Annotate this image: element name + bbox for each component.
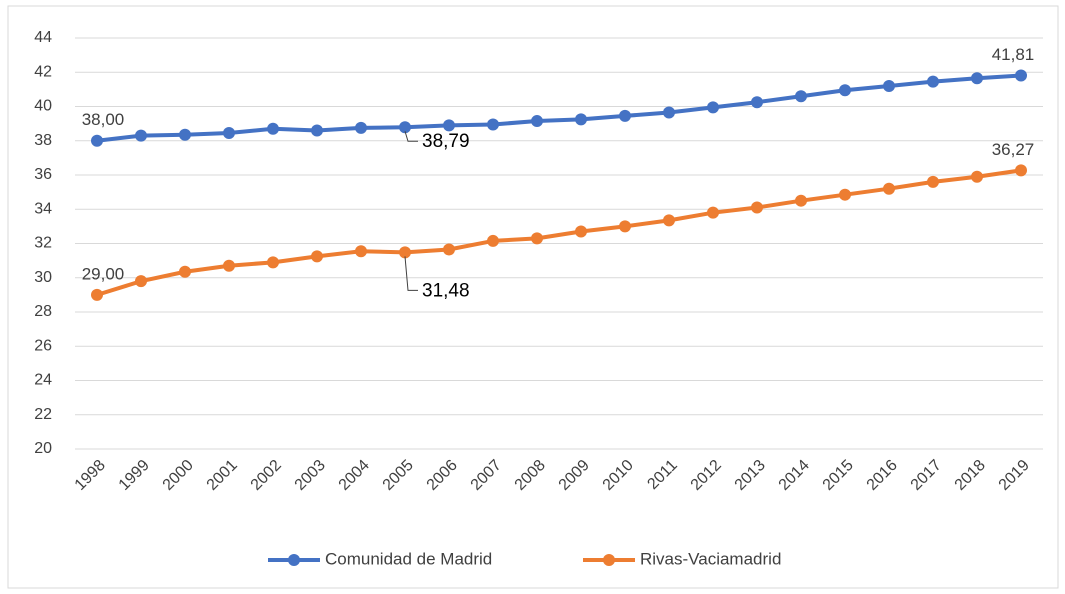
data-point: [135, 275, 147, 288]
data-point: [619, 109, 631, 122]
data-point: [355, 245, 367, 258]
data-point: [883, 182, 895, 195]
data-point: [399, 246, 411, 259]
data-point: [91, 134, 103, 147]
data-point: [223, 259, 235, 272]
data-point: [487, 118, 499, 131]
y-tick-label: 26: [34, 337, 52, 354]
legend-marker: [603, 554, 615, 566]
data-point: [311, 250, 323, 263]
data-point: [707, 101, 719, 114]
data-point: [663, 106, 675, 119]
data-point: [531, 115, 543, 128]
y-tick-label: 40: [34, 98, 52, 115]
y-tick-label: 28: [34, 303, 52, 320]
y-tick-label: 38: [34, 132, 52, 149]
y-tick-label: 36: [34, 166, 52, 183]
data-label: 38,00: [82, 110, 125, 129]
legend-marker: [288, 554, 300, 566]
data-point: [1015, 164, 1027, 177]
data-point: [179, 128, 191, 141]
y-tick-label: 22: [34, 406, 52, 423]
data-point: [971, 72, 983, 85]
data-point: [795, 90, 807, 103]
y-tick-label: 34: [34, 200, 52, 217]
data-point: [971, 170, 983, 183]
legend-label: Comunidad de Madrid: [325, 549, 492, 568]
data-point: [751, 201, 763, 214]
data-point: [355, 121, 367, 134]
data-point: [707, 206, 719, 219]
data-label: 38,79: [422, 131, 470, 152]
y-tick-label: 20: [34, 440, 52, 457]
data-point: [619, 220, 631, 233]
data-point: [927, 75, 939, 88]
y-tick-label: 24: [34, 372, 52, 389]
data-point: [839, 84, 851, 97]
data-point: [135, 129, 147, 142]
data-label: 29,00: [82, 264, 125, 283]
data-label: 36,27: [992, 140, 1035, 159]
data-point: [883, 79, 895, 92]
data-point: [487, 234, 499, 247]
y-tick-label: 42: [34, 63, 52, 80]
data-point: [443, 243, 455, 256]
data-point: [223, 127, 235, 140]
data-point: [795, 194, 807, 207]
legend-label: Rivas-Vaciamadrid: [640, 549, 781, 568]
y-tick-label: 32: [34, 235, 52, 252]
data-point: [179, 265, 191, 278]
data-point: [927, 175, 939, 188]
data-point: [575, 225, 587, 238]
data-point: [751, 96, 763, 109]
leader-line: [404, 256, 418, 291]
data-point: [399, 121, 411, 134]
leader-line: [404, 131, 418, 142]
data-point: [443, 119, 455, 132]
data-point: [91, 288, 103, 301]
data-point: [267, 256, 279, 269]
data-point: [1015, 69, 1027, 82]
data-point: [311, 124, 323, 137]
data-point: [531, 232, 543, 245]
data-point: [839, 188, 851, 201]
chart-frame: [7, 5, 1059, 589]
data-point: [575, 113, 587, 126]
series-line: [96, 73, 1022, 143]
data-label: 41,81: [992, 45, 1035, 64]
y-tick-label: 44: [34, 29, 52, 46]
data-point: [267, 122, 279, 135]
series-line: [96, 168, 1022, 297]
y-tick-label: 30: [34, 269, 52, 286]
data-label: 31,48: [422, 280, 470, 301]
data-point: [663, 214, 675, 227]
